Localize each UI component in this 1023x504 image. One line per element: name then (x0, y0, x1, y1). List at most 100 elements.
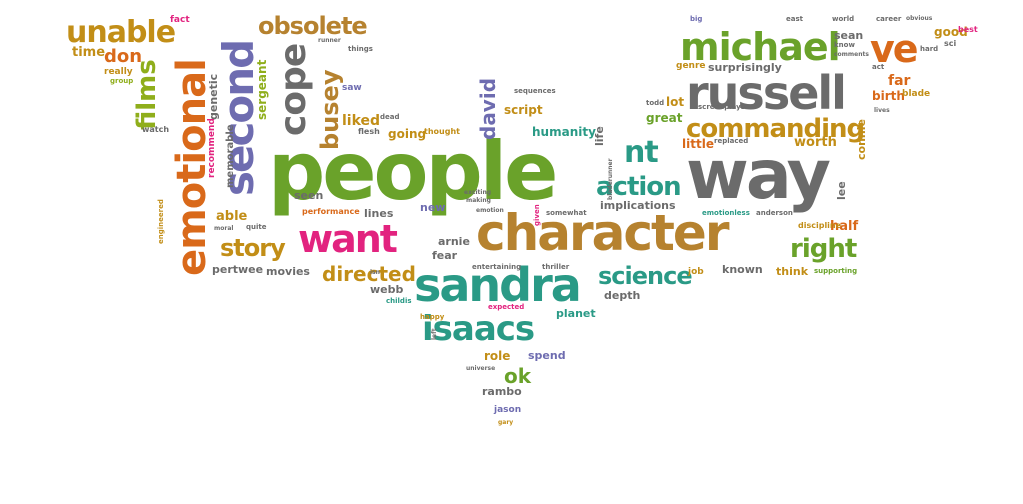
word-unable: unable (66, 15, 176, 50)
word-watch: watch (142, 125, 170, 134)
word-discipline: discipline (798, 221, 842, 230)
word-planet: planet (556, 307, 596, 320)
word-character: character (476, 204, 729, 262)
word-lines: lines (364, 207, 394, 220)
word-entertaining: entertaining (472, 263, 522, 271)
word-given: given (533, 204, 541, 226)
word-best: best (958, 25, 978, 34)
word-happy: happy (420, 313, 445, 321)
word-universe: universe (466, 365, 496, 372)
word-emotionless: emotionless (702, 209, 750, 217)
word-jason: jason (494, 405, 522, 415)
word-michael: michael (680, 25, 841, 69)
word-directed: directed (322, 262, 416, 286)
word-east: east (786, 15, 803, 23)
word-ok: ok (504, 364, 532, 388)
word-role: role (484, 349, 511, 363)
word-people: people (268, 125, 558, 218)
word-seen: seen (294, 189, 324, 202)
word-replaced: replaced (714, 137, 749, 145)
word-todd: todd (646, 99, 665, 107)
word-big: big (690, 15, 703, 23)
word-comments: comments (834, 51, 869, 58)
word-good: good (934, 25, 968, 39)
word-dead: dead (380, 113, 400, 121)
word-lot: lot (666, 95, 685, 109)
word-spend: spend (528, 349, 566, 362)
word-lives: lives (874, 107, 890, 114)
word-sci: sci (944, 39, 957, 48)
word-job: job (688, 267, 704, 277)
word-nt: nt (624, 135, 659, 170)
word-life: life (593, 126, 606, 146)
word-expected: expected (488, 303, 525, 311)
word-going: going (388, 127, 427, 141)
word-humanity: humanity (532, 125, 596, 139)
word-saw: saw (342, 83, 362, 93)
word-group: group (110, 77, 134, 85)
word-screenplays: screenplays (698, 103, 745, 111)
word-supporting: supporting (814, 267, 858, 275)
word-depth: depth (604, 289, 641, 302)
word-gary: gary (498, 419, 514, 426)
word-movies: movies (266, 265, 310, 278)
word-bladerunner: bladerunner (607, 158, 614, 200)
word-science: science (598, 262, 693, 290)
word-connie: connie (855, 119, 868, 160)
word-don: don (104, 46, 143, 67)
word-little: little (682, 137, 714, 151)
word-russell: russell (686, 66, 847, 120)
word-exciting: exciting (464, 189, 492, 196)
word-know: know (834, 41, 855, 49)
word-fact: fact (170, 15, 190, 25)
word-films: films (132, 59, 162, 130)
word-making: making (466, 197, 491, 204)
word-emotion: emotion (476, 207, 504, 214)
word-things: things (348, 45, 373, 53)
word-right: right (790, 234, 857, 264)
word-quite: quite (246, 223, 267, 231)
word-cope: cope (273, 43, 314, 136)
word-performance: performance (302, 207, 360, 216)
word-pertwee: pertwee (212, 263, 264, 276)
word-surprisingly: surprisingly (708, 61, 782, 74)
word-engineered: engineered (157, 199, 165, 244)
word-runner: runner (318, 37, 341, 44)
word-commanding: commanding (686, 114, 865, 144)
word-memorable: memorable (225, 124, 236, 188)
word-story: story (220, 234, 286, 262)
word-sandra: sandra (414, 258, 582, 312)
word-able: able (216, 209, 248, 224)
word-way: way (686, 136, 831, 215)
word-implications: implications (600, 199, 676, 212)
word-liked: liked (342, 113, 381, 129)
word-left: left (431, 328, 438, 340)
word-want: want (298, 217, 398, 261)
word-lee: lee (835, 181, 848, 200)
word-somewhat: somewhat (546, 209, 587, 217)
word-emotional: emotional (169, 59, 215, 276)
word-thriller: thriller (542, 263, 570, 271)
word-genre: genre (676, 61, 706, 71)
word-genetic: genetic (207, 73, 220, 120)
word-new: new (420, 201, 446, 214)
word-far: far (888, 73, 911, 89)
word-isaacs: isaacs (422, 309, 535, 349)
word-isn: isn (370, 269, 380, 276)
word-think: think (776, 265, 809, 278)
word-flesh: flesh (358, 127, 380, 136)
word-worth: worth (794, 135, 837, 150)
word-script: script (504, 103, 543, 117)
word-ve: ve (870, 27, 919, 71)
word-great: great (646, 111, 683, 125)
word-action: action (596, 172, 682, 202)
word-webb: webb (370, 283, 404, 296)
word-moral: moral (214, 225, 234, 232)
word-sean: sean (834, 29, 864, 42)
word-obvious: obvious (906, 15, 933, 22)
word-childis: childis (386, 297, 412, 305)
word-rambo: rambo (482, 385, 522, 398)
word-arnie: arnie (438, 235, 470, 248)
word-anderson: anderson (756, 209, 793, 217)
